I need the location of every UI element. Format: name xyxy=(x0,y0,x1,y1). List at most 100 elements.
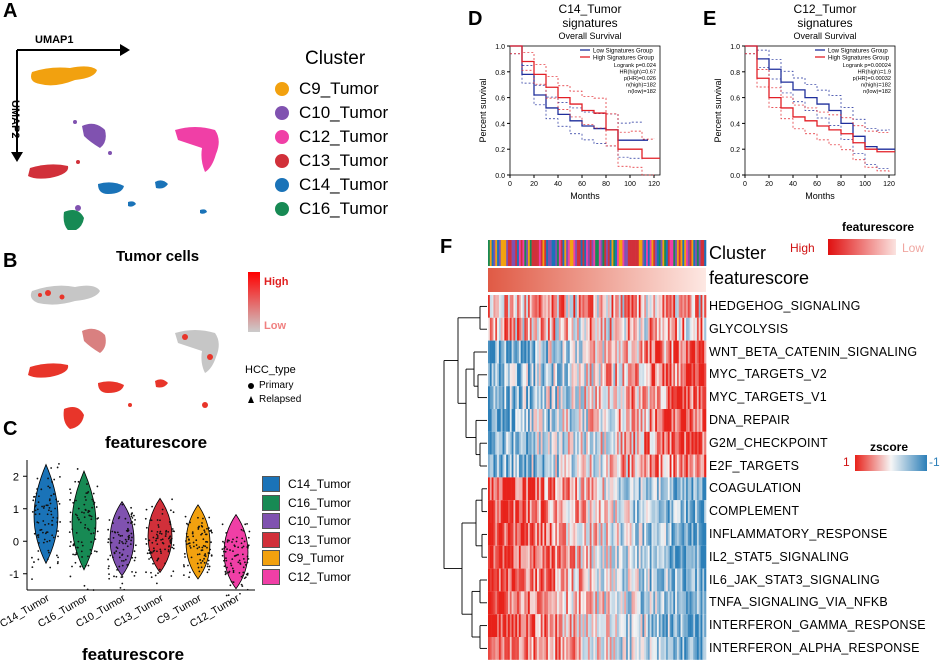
heatmap-cell xyxy=(562,409,565,432)
heatmap-cell xyxy=(524,545,527,569)
violin-point xyxy=(191,531,194,533)
heatmap-cell xyxy=(569,614,572,637)
cluster-cell xyxy=(620,240,623,266)
cluster-cell xyxy=(518,240,521,266)
y-tick-label: -1 xyxy=(9,569,19,581)
heatmap-cell xyxy=(544,637,547,660)
violin-point xyxy=(84,508,87,511)
heatmap-cell xyxy=(600,614,603,637)
heatmap-cell xyxy=(591,614,594,637)
heatmap-cell xyxy=(675,386,678,409)
heatmap-cell xyxy=(655,591,658,615)
heatmap-cell xyxy=(600,454,603,478)
heatmap-cell xyxy=(573,591,576,615)
heatmap-cell xyxy=(506,545,509,569)
violin-point xyxy=(243,540,246,543)
heatmap-cell xyxy=(584,340,587,364)
heatmap-cell xyxy=(664,477,667,501)
heatmap-cell xyxy=(700,500,703,523)
heatmap-cell xyxy=(497,431,500,455)
zscore-pos: 1 xyxy=(843,455,850,469)
violin-legend-item: C14_Tumor xyxy=(262,476,351,492)
heatmap-cell xyxy=(695,454,698,478)
heatmap-row-label: COAGULATION xyxy=(709,481,802,496)
heatmap-cell xyxy=(662,477,665,501)
heatmap-cell xyxy=(602,500,605,523)
heatmap-cell xyxy=(498,614,502,637)
heatmap-cell xyxy=(546,591,549,615)
cluster-cell xyxy=(662,240,665,266)
heatmap-cell xyxy=(678,523,681,546)
heatmap-cell xyxy=(558,523,561,546)
heatmap-cell xyxy=(497,637,500,660)
heatmap-cell xyxy=(587,477,591,501)
heatmap-cell xyxy=(616,477,620,501)
heatmap-cell xyxy=(537,317,540,341)
heatmap-cell xyxy=(527,409,531,432)
violin-point xyxy=(189,545,191,547)
violin-point xyxy=(96,485,99,488)
heatmap-cell xyxy=(629,386,632,409)
heatmap-cell xyxy=(602,523,605,546)
heatmap-cell xyxy=(627,454,630,478)
violin-point xyxy=(237,553,239,556)
heatmap-cell xyxy=(646,637,649,660)
heatmap-cell xyxy=(575,477,578,501)
heatmap-cell xyxy=(700,431,703,455)
heatmap-cell xyxy=(560,523,563,546)
cluster-cell xyxy=(535,240,538,266)
km-xlabel: Months xyxy=(570,191,600,201)
heatmap-cell xyxy=(702,637,705,660)
heatmap-cell xyxy=(513,637,516,660)
heatmap-cell xyxy=(676,500,680,523)
heatmap-cell xyxy=(704,431,707,455)
violin-point xyxy=(91,506,94,509)
violin-point xyxy=(79,521,82,524)
zscore-neg: -1 xyxy=(929,455,940,469)
heatmap-cell xyxy=(666,500,669,523)
heatmap-cell xyxy=(656,409,660,432)
km-ylabel: Percent survival xyxy=(478,78,488,142)
heatmap-cell xyxy=(557,477,560,501)
heatmap-cell xyxy=(591,340,594,364)
heatmap-cell xyxy=(551,545,554,569)
heatmap-cell xyxy=(515,431,518,455)
heatmap-cell xyxy=(540,363,543,387)
heatmap-cell xyxy=(587,591,591,615)
heatmap-cell xyxy=(689,523,692,546)
heatmap-cell xyxy=(517,317,520,341)
heatmap-cell xyxy=(566,568,569,592)
heatmap-cell xyxy=(575,409,578,432)
cluster-cell xyxy=(684,240,687,266)
heatmap-cell xyxy=(580,545,583,569)
heatmap-cell xyxy=(569,363,572,387)
violin-point xyxy=(156,519,159,521)
heatmap-cell xyxy=(646,317,649,341)
heatmap-cell xyxy=(509,340,512,364)
heatmap-cell xyxy=(669,295,672,318)
violin-point xyxy=(126,545,129,548)
cluster-cell xyxy=(615,240,618,266)
heatmap-cell xyxy=(704,454,707,478)
violin-legend-item: C10_Tumor xyxy=(262,513,351,529)
heatmap-cell xyxy=(549,523,552,546)
cluster-legend-item: C16_Tumor xyxy=(275,199,388,219)
heatmap-cell xyxy=(686,317,689,341)
heatmap-cell xyxy=(702,568,705,592)
violin-point xyxy=(155,533,158,536)
heatmap-cell xyxy=(666,363,669,387)
heatmap-cell xyxy=(498,317,502,341)
heatmap-cell xyxy=(651,568,654,592)
x-tick-label: 80 xyxy=(602,181,610,188)
heatmap-cell xyxy=(660,454,663,478)
heatmap-cell xyxy=(698,340,701,364)
heatmap-cell xyxy=(669,317,672,341)
y-tick-label: 0.4 xyxy=(730,121,740,128)
heatmap-cell xyxy=(620,340,623,364)
heatmap-cell xyxy=(696,386,700,409)
heatmap-cell xyxy=(649,500,652,523)
heatmap-cell xyxy=(488,454,491,478)
heatmap-cell xyxy=(600,500,603,523)
heatmap-cell xyxy=(638,431,641,455)
violin-point xyxy=(236,536,238,539)
